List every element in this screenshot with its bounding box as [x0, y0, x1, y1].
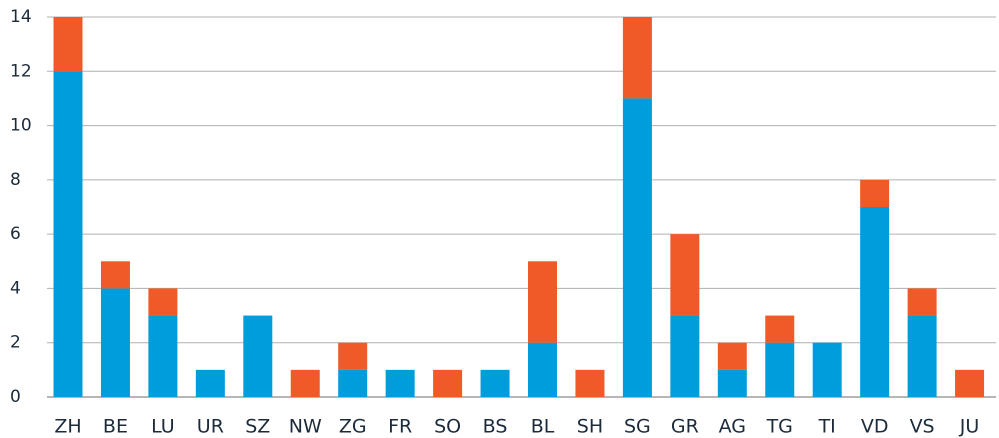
bar-segment-series-1	[622, 98, 652, 397]
x-tick-label: ZH	[54, 416, 81, 438]
bar-segment-series-2	[860, 179, 890, 207]
x-tick-label: SH	[577, 416, 603, 438]
bar-segment-series-1	[195, 369, 225, 397]
y-tick-label: 8	[10, 170, 21, 190]
bar-segment-series-1	[812, 342, 842, 397]
bar-segment-series-1	[148, 315, 178, 397]
bar-segment-series-2	[528, 261, 557, 343]
x-tick-label: ZG	[339, 416, 367, 438]
x-tick-label: SO	[434, 416, 461, 438]
x-tick-label: FR	[388, 416, 412, 438]
bar-segment-series-2	[433, 369, 463, 397]
x-tick-label: TI	[818, 416, 836, 438]
bar-segment-series-1	[765, 342, 795, 397]
bar-segment-series-2	[955, 369, 985, 397]
bar-segment-series-1	[860, 207, 890, 397]
bar-segment-series-2	[575, 369, 605, 397]
bar-segment-series-1	[53, 71, 83, 398]
x-tick-label: BS	[483, 416, 508, 438]
gridlines	[47, 16, 996, 398]
bar-segment-series-1	[480, 369, 510, 397]
bar-segment-series-2	[290, 369, 320, 397]
x-tick-label: UR	[197, 416, 224, 438]
bar-segment-series-2	[148, 288, 178, 316]
bar-segment-series-1	[338, 369, 368, 397]
bar-segment-series-2	[717, 342, 747, 370]
x-tick-label: VS	[910, 416, 935, 438]
bar-segment-series-2	[622, 17, 652, 99]
bar-segment-series-2	[765, 315, 795, 343]
bar-segment-series-1	[100, 288, 130, 397]
x-tick-label: BL	[531, 416, 555, 438]
y-tick-label: 4	[10, 278, 21, 298]
bar-segment-series-1	[907, 315, 937, 397]
x-tick-label: GR	[671, 416, 699, 438]
x-tick-label: SG	[624, 416, 651, 438]
y-tick-label: 6	[10, 224, 21, 244]
y-tick-label: 0	[10, 387, 21, 407]
x-tick-label: NW	[289, 416, 322, 438]
bars	[53, 17, 985, 398]
bar-segment-series-2	[670, 234, 700, 316]
bar-segment-series-1	[385, 369, 415, 397]
bar-segment-series-2	[53, 17, 83, 72]
bar-segment-series-2	[100, 261, 130, 289]
x-tick-label: TG	[766, 416, 793, 438]
x-tick-label: BE	[103, 416, 128, 438]
y-tick-label: 10	[10, 116, 32, 136]
x-tick-label: AG	[719, 416, 746, 438]
bar-segment-series-1	[528, 342, 557, 397]
axis-labels: 0 2 4 6 8 10 12 14 ZH BE LU UR SZ NW ZG FR SO BS BL SH SG GR A…	[10, 7, 979, 438]
y-tick-label: 2	[10, 333, 21, 353]
bar-segment-series-1	[717, 369, 747, 397]
bar-segment-series-2	[907, 288, 937, 316]
x-tick-label: SZ	[245, 416, 270, 438]
x-tick-label: LU	[151, 416, 175, 438]
bar-segment-series-2	[338, 342, 368, 370]
x-tick-label: JU	[959, 416, 980, 438]
bar-segment-series-1	[243, 315, 273, 397]
bar-segment-series-1	[670, 315, 700, 397]
y-tick-label: 12	[10, 61, 32, 81]
y-tick-label: 14	[10, 7, 32, 27]
x-tick-label: VD	[861, 416, 889, 438]
